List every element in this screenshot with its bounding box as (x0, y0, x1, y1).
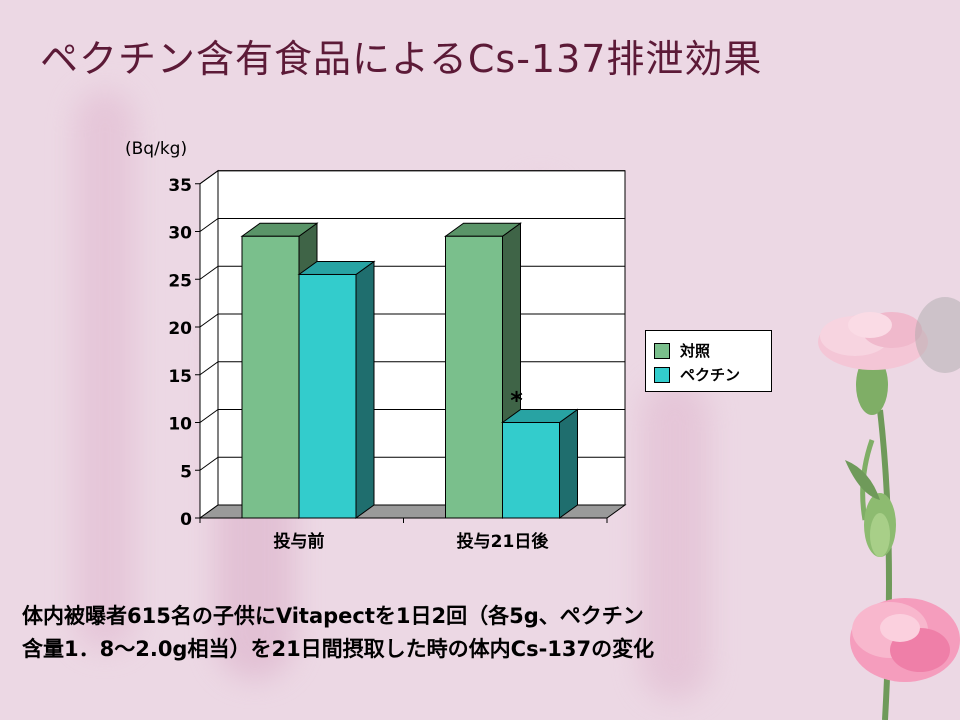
y-tick-label: 20 (168, 319, 192, 339)
gridline-side (199, 218, 219, 232)
y-tick-label: 5 (180, 462, 192, 482)
y-tick-label: 0 (180, 510, 192, 530)
slide-title: ペクチン含有食品によるCs-137排泄効果 (40, 37, 763, 81)
y-tick-label: 10 (168, 415, 192, 435)
x-tick-label: 投与21日後 (457, 531, 550, 552)
legend-label-control: 対照 (680, 342, 711, 360)
y-axis-label: (Bq/kg) (125, 139, 187, 159)
gridline-side (199, 409, 219, 423)
y-tick-label: 15 (168, 367, 192, 387)
caption-line-1: 体内被曝者615名の子供にVitapectを1日2回（各5g、ペクチン (22, 604, 644, 628)
y-tick-label: 30 (168, 224, 192, 244)
bar (241, 235, 300, 519)
bar (298, 273, 357, 519)
legend-swatch-pectin (654, 366, 670, 383)
y-tick-label: 35 (168, 176, 192, 196)
gridline-side (199, 313, 219, 328)
caption: 体内被曝者615名の子供にVitapectを1日2回（各5g、ペクチン 含量1．… (22, 600, 922, 666)
gridline-side (199, 361, 219, 376)
legend-label-pectin: ペクチン (680, 366, 741, 384)
y-tick-label: 25 (168, 271, 192, 291)
bar-side (355, 260, 375, 519)
gridline-side (199, 265, 219, 280)
x-tick-label: 投与前 (274, 531, 325, 552)
gridline-side (199, 170, 219, 185)
bar-side (559, 408, 578, 519)
gridline-side (199, 456, 219, 471)
bar (502, 422, 560, 519)
chart-legend: 対照 ペクチン (645, 330, 772, 392)
bar (445, 235, 503, 519)
significance-annotation: * (510, 387, 523, 415)
caption-line-2: 含量1．8～2.0g相当）を21日間摂取した時の体内Cs-137の変化 (22, 637, 655, 661)
legend-swatch-control (654, 342, 670, 359)
chart-side-wall (199, 169, 219, 519)
legend-item-control: 対照 (654, 340, 710, 361)
legend-item-pectin: ペクチン (654, 364, 740, 385)
